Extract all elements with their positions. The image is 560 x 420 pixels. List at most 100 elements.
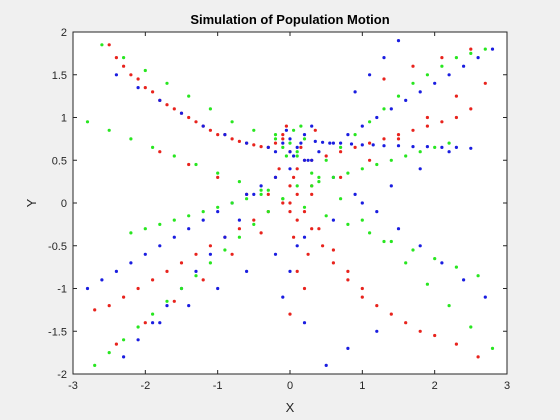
- data-point: [346, 346, 350, 350]
- data-point: [418, 90, 422, 94]
- data-point: [143, 252, 147, 256]
- data-point: [331, 175, 335, 179]
- data-point: [194, 162, 198, 167]
- data-point: [454, 94, 458, 98]
- data-point: [295, 145, 299, 149]
- data-point: [295, 167, 299, 171]
- y-tick-label: -2: [57, 369, 67, 381]
- y-axis-label: Y: [24, 198, 39, 207]
- x-tick-label: 0: [287, 380, 293, 392]
- data-point: [462, 64, 466, 68]
- data-point: [418, 329, 422, 333]
- data-point: [353, 192, 357, 196]
- y-axis: -2 -1.5 -1 -0.5 0 0.5 1 1.5 2: [48, 27, 507, 381]
- data-point: [389, 107, 393, 111]
- data-point: [313, 128, 317, 132]
- y-tick-label: 0: [61, 198, 67, 210]
- data-point: [172, 107, 176, 111]
- data-point: [411, 81, 415, 85]
- data-point: [382, 144, 386, 148]
- data-point: [158, 98, 162, 102]
- data-point: [382, 56, 386, 60]
- data-point: [331, 218, 335, 222]
- data-point: [114, 56, 118, 60]
- y-tick-label: 1: [61, 113, 67, 125]
- data-point: [411, 64, 415, 68]
- data-point: [151, 312, 155, 316]
- data-point: [396, 94, 401, 98]
- data-point: [259, 231, 263, 235]
- x-tick-label: 1: [359, 380, 365, 392]
- data-point: [440, 56, 444, 60]
- data-point: [216, 205, 220, 209]
- data-point: [389, 184, 393, 188]
- y-tick-label: 1.5: [52, 70, 67, 82]
- data-point: [223, 248, 227, 252]
- data-point: [313, 139, 317, 143]
- data-point: [187, 304, 191, 308]
- x-tick-label: 2: [432, 380, 438, 392]
- data-point: [339, 141, 343, 145]
- data-point: [223, 133, 227, 137]
- data-point: [310, 158, 314, 162]
- x-tick-label: -1: [213, 380, 223, 392]
- data-point: [375, 115, 379, 120]
- data-point: [425, 73, 429, 77]
- data-point: [396, 227, 401, 231]
- data-point: [266, 145, 270, 149]
- data-point: [346, 222, 350, 226]
- data-point: [375, 210, 379, 214]
- data-point: [292, 235, 296, 239]
- data-point: [331, 141, 335, 145]
- data-point: [237, 227, 241, 231]
- data-point: [187, 162, 191, 167]
- data-point: [317, 175, 321, 179]
- data-point: [93, 308, 97, 312]
- data-point: [245, 192, 249, 196]
- data-point: [302, 137, 307, 141]
- data-point: [396, 133, 401, 137]
- data-point: [371, 143, 375, 147]
- data-point: [284, 124, 288, 128]
- data-point: [100, 43, 104, 47]
- data-point: [273, 141, 278, 145]
- data-point: [288, 201, 292, 205]
- data-point: [360, 124, 364, 128]
- data-point: [158, 222, 162, 226]
- data-point: [281, 133, 285, 137]
- data-point: [288, 184, 292, 188]
- data-point: [201, 124, 205, 128]
- data-point: [208, 128, 212, 132]
- data-point: [252, 222, 256, 226]
- data-point: [122, 338, 126, 342]
- data-point: [310, 124, 314, 128]
- data-point: [179, 111, 184, 115]
- data-point: [208, 107, 212, 111]
- data-point: [122, 64, 126, 68]
- series-0: [93, 43, 487, 359]
- data-point: [302, 158, 307, 162]
- data-point: [252, 218, 256, 222]
- data-point: [245, 269, 249, 273]
- data-point: [165, 299, 169, 303]
- data-point: [230, 252, 234, 256]
- data-point: [85, 120, 90, 124]
- data-point: [259, 188, 263, 192]
- data-point: [107, 351, 111, 355]
- data-point: [295, 244, 299, 248]
- data-point: [237, 235, 241, 239]
- data-point: [310, 171, 314, 175]
- data-point: [404, 321, 408, 325]
- data-point: [433, 333, 437, 338]
- data-point: [454, 265, 458, 269]
- data-point: [281, 137, 285, 141]
- data-point: [324, 363, 328, 367]
- data-point: [252, 192, 256, 196]
- data-point: [346, 278, 350, 282]
- data-point: [151, 90, 155, 94]
- data-point: [396, 144, 401, 148]
- data-point: [469, 107, 473, 111]
- data-point: [346, 171, 350, 175]
- data-point: [151, 145, 155, 149]
- data-point: [216, 210, 220, 214]
